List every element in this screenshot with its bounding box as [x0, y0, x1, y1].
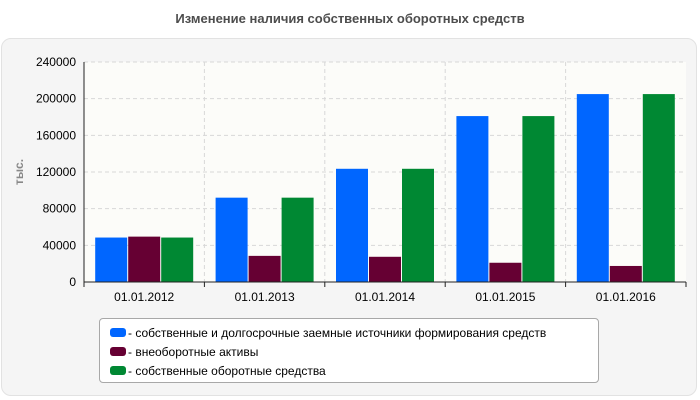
legend-item-1: - собственные и долгосрочные заемные ист…: [110, 323, 598, 342]
bar-series-1-01.01.2014: [336, 168, 368, 282]
y-tick-label: 240000: [36, 55, 76, 69]
chart-legend: - собственные и долгосрочные заемные ист…: [99, 318, 599, 383]
bar-series-2-01.01.2015: [489, 262, 522, 282]
legend-label: - собственные и долгосрочные заемные ист…: [128, 325, 547, 340]
bar-series-1-01.01.2016: [576, 94, 609, 282]
legend-swatch: [110, 347, 126, 356]
y-tick-label: 160000: [36, 128, 76, 142]
y-tick-label: 80000: [43, 202, 77, 216]
bar-series-2-01.01.2012: [128, 236, 161, 282]
y-tick-label: 0: [69, 275, 76, 289]
chart-title: Изменение наличия собственных оборотных …: [175, 11, 525, 26]
bar-series-1-01.01.2015: [456, 116, 489, 282]
bar-series-2-01.01.2016: [609, 265, 642, 282]
legend-label: - собственные оборотные средства: [128, 363, 326, 378]
bar-series-3-01.01.2016: [642, 94, 675, 282]
y-tick-label: 120000: [36, 165, 76, 179]
x-tick-label: 01.01.2012: [114, 290, 174, 304]
bar-series-3-01.01.2012: [161, 237, 194, 282]
x-tick-label: 01.01.2016: [596, 290, 656, 304]
y-axis-title: тыс.: [12, 159, 26, 185]
bar-series-1-01.01.2012: [95, 237, 128, 282]
legend-swatch: [110, 328, 126, 337]
x-tick-label: 01.01.2013: [235, 290, 295, 304]
bar-series-3-01.01.2013: [281, 197, 314, 282]
bar-series-3-01.01.2015: [522, 116, 555, 282]
bar-series-2-01.01.2013: [248, 255, 281, 282]
x-tick-label: 01.01.2014: [355, 290, 415, 304]
x-tick-label: 01.01.2015: [475, 290, 535, 304]
legend-item-2: - внеоборотные активы: [110, 342, 598, 361]
legend-label: - внеоборотные активы: [128, 344, 259, 359]
bar-series-3-01.01.2014: [402, 168, 434, 282]
legend-swatch: [110, 366, 126, 375]
bar-series-1-01.01.2013: [215, 197, 248, 282]
y-tick-label: 40000: [43, 238, 77, 252]
bar-series-2-01.01.2014: [369, 256, 401, 282]
y-tick-label: 200000: [36, 92, 76, 106]
legend-item-3: - собственные оборотные средства: [110, 361, 598, 380]
